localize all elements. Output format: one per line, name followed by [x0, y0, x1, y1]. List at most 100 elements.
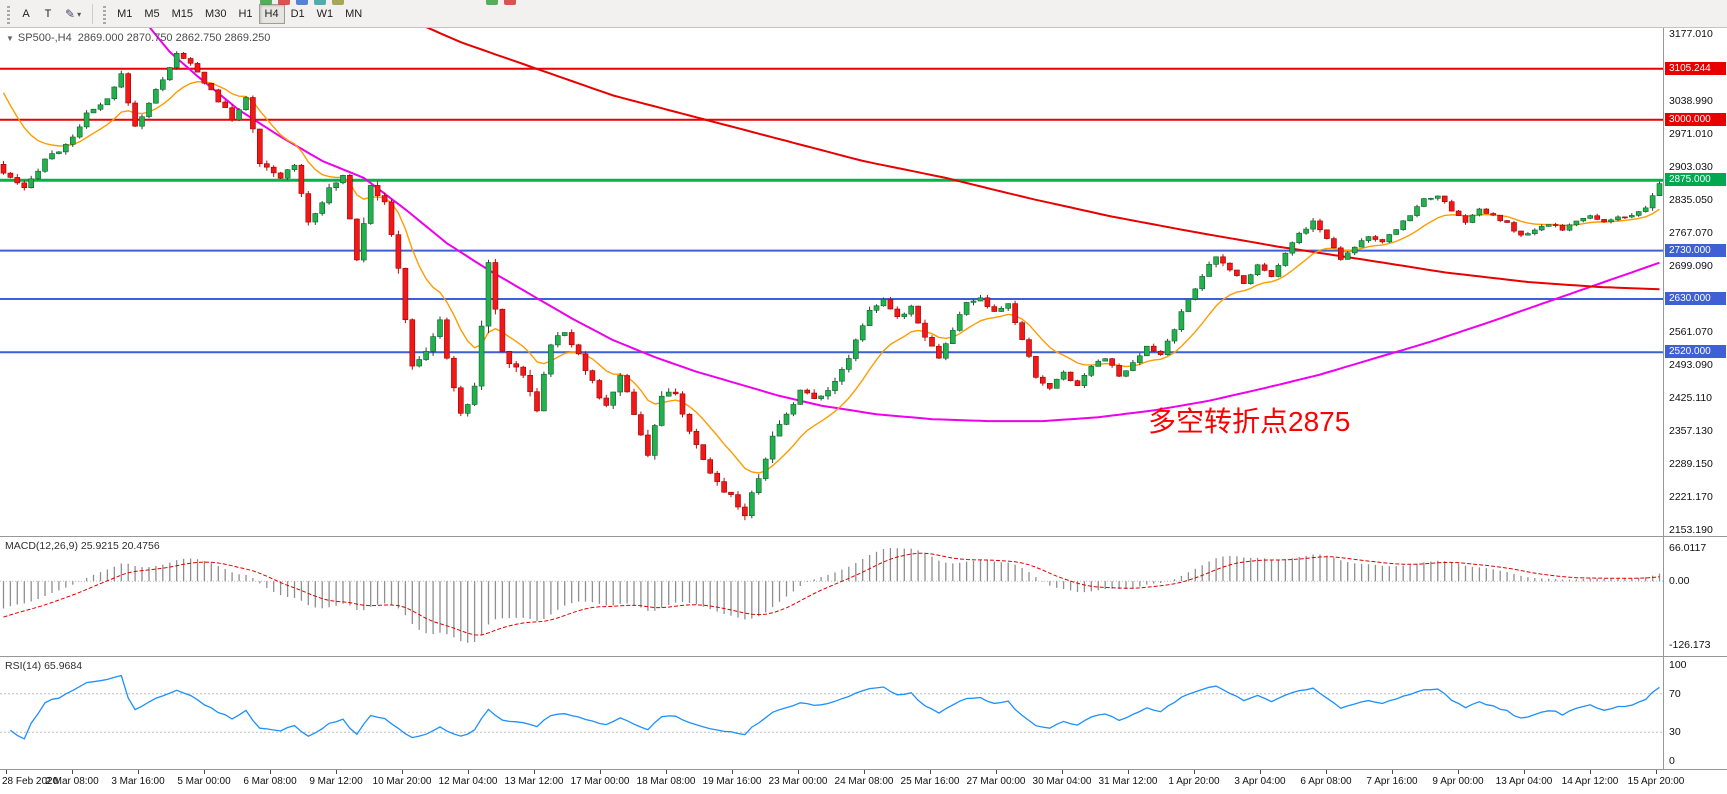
time-axis-label: 14 Apr 12:00 [1561, 776, 1619, 787]
price-level-badge: 2730.000 [1665, 244, 1726, 257]
time-axis-label: 1 Apr 20:00 [1168, 776, 1220, 787]
price-level-badge: 3105.244 [1665, 62, 1726, 75]
timeframe-button-m15[interactable]: M15 [166, 4, 199, 24]
price-chart-panel[interactable]: ▼ SP500-,H4 2869.000 2870.750 2862.750 286… [0, 28, 1727, 537]
price-axis-label: 2357.130 [1669, 425, 1713, 437]
timeframe-button-m1[interactable]: M1 [111, 4, 138, 24]
timeframe-button-m5[interactable]: M5 [138, 4, 165, 24]
time-axis-label: 6 Apr 08:00 [1300, 776, 1352, 787]
time-tick [666, 770, 667, 774]
clipped-icon [314, 0, 326, 5]
text-tool-button[interactable]: T [37, 4, 59, 24]
time-tick [996, 770, 997, 774]
time-tick [534, 770, 535, 774]
chart-annotation-text: 多空转折点2875 [1148, 406, 1351, 437]
time-tick [1392, 770, 1393, 774]
rsi-panel[interactable]: RSI(14) 65.9684 100 70 30 0 [0, 657, 1727, 770]
time-tick [1260, 770, 1261, 774]
time-tick [864, 770, 865, 774]
timeframe-button-h4[interactable]: H4 [258, 4, 285, 24]
timeframe-toolbar: M1 M5 M15 M30 H1 H4 D1 W1 MN [111, 4, 368, 24]
price-axis-label: 2425.110 [1669, 392, 1713, 404]
macd-value-axis[interactable]: 66.0117 0.00 -126.173 [1663, 537, 1727, 656]
clipped-toolbar-icons [0, 0, 1727, 5]
time-tick [798, 770, 799, 774]
time-axis-label: 18 Mar 08:00 [636, 776, 696, 787]
macd-indicator-label: MACD(12,26,9) 25.9215 20.4756 [5, 540, 160, 552]
chart-header: ▼ SP500-,H4 2869.000 2870.750 2862.750 286… [6, 32, 270, 44]
timeframe-button-w1[interactable]: W1 [311, 4, 340, 24]
top-toolbar: A T ✎ ▾ M1 M5 M15 M30 H1 H4 D1 W1 MN [0, 0, 1727, 28]
chart-ohlc-values: 2869.000 2870.750 2862.750 2869.250 [77, 32, 271, 44]
macd-panel[interactable]: MACD(12,26,9) 25.9215 20.4756 66.0117 0.0… [0, 537, 1727, 657]
time-axis-label: 9 Apr 00:00 [1432, 776, 1484, 787]
price-level-badge: 3000.000 [1665, 113, 1726, 126]
price-axis-label: 2561.070 [1669, 326, 1713, 338]
time-tick [1458, 770, 1459, 774]
time-tick [1194, 770, 1195, 774]
time-axis-label: 25 Mar 16:00 [900, 776, 960, 787]
price-axis-label: 2971.010 [1669, 128, 1713, 140]
clipped-icon [332, 0, 344, 5]
time-tick [336, 770, 337, 774]
macd-histogram-chart[interactable] [0, 537, 1663, 656]
price-axis-label: 2493.090 [1669, 359, 1713, 371]
time-tick [1128, 770, 1129, 774]
time-axis-label: 6 Mar 08:00 [243, 776, 297, 787]
rsi-value-axis[interactable]: 100 70 30 0 [1663, 657, 1727, 769]
time-tick [1590, 770, 1591, 774]
time-tick [1524, 770, 1525, 774]
macd-axis-label: 0.00 [1669, 575, 1690, 587]
time-tick [204, 770, 205, 774]
time-axis[interactable]: 28 Feb 2020 2 Mar 08:00 3 Mar 16:00 5 Mar 0… [0, 770, 1727, 794]
time-axis-label: 27 Mar 00:00 [966, 776, 1026, 787]
time-axis-label: 19 Mar 16:00 [702, 776, 762, 787]
time-axis-label: 28 Feb 2020 [2, 776, 59, 787]
timeframe-button-mn[interactable]: MN [339, 4, 368, 24]
collapse-arrow-icon[interactable]: ▼ [6, 34, 14, 43]
price-axis-label: 2903.030 [1669, 161, 1713, 173]
timeframe-button-d1[interactable]: D1 [285, 4, 311, 24]
pencil-icon: ✎ [65, 7, 76, 21]
rsi-axis-label: 30 [1669, 726, 1681, 738]
price-axis-label: 3177.010 [1669, 28, 1713, 40]
time-axis-label: 17 Mar 00:00 [570, 776, 630, 787]
time-tick [270, 770, 271, 774]
time-tick [732, 770, 733, 774]
macd-axis-label: 66.0117 [1669, 542, 1707, 554]
time-axis-label: 30 Mar 04:00 [1032, 776, 1092, 787]
macd-axis-label: -126.173 [1669, 639, 1711, 651]
price-axis-label: 2153.190 [1669, 524, 1713, 536]
toolbar-drag-handle[interactable] [7, 6, 10, 24]
price-axis-label: 2699.090 [1669, 260, 1713, 272]
drawing-tools-dropdown[interactable]: ✎ ▾ [59, 4, 87, 24]
rsi-line-chart[interactable] [0, 657, 1663, 769]
time-axis-label: 13 Apr 04:00 [1495, 776, 1553, 787]
time-axis-label: 10 Mar 20:00 [372, 776, 432, 787]
time-axis-label: 7 Apr 16:00 [1366, 776, 1418, 787]
price-axis-label: 2289.150 [1669, 458, 1713, 470]
time-tick [468, 770, 469, 774]
timeframe-button-h1[interactable]: H1 [232, 4, 258, 24]
time-axis-label: 31 Mar 12:00 [1098, 776, 1158, 787]
price-axis-label: 2835.050 [1669, 194, 1713, 206]
time-tick [72, 770, 73, 774]
price-level-badge: 2520.000 [1665, 345, 1726, 358]
time-axis-label: 9 Mar 12:00 [309, 776, 363, 787]
price-axis-label: 3038.990 [1669, 95, 1713, 107]
time-axis-label: 23 Mar 00:00 [768, 776, 828, 787]
price-axis[interactable]: 3177.010 3038.990 2971.010 2903.030 2835.050… [1663, 28, 1727, 536]
arrow-tool-button[interactable]: A [15, 4, 37, 24]
time-axis-label: 3 Apr 04:00 [1234, 776, 1286, 787]
candlestick-chart[interactable] [0, 28, 1663, 536]
toolbar-drag-handle-2[interactable] [103, 6, 107, 24]
time-tick [930, 770, 931, 774]
clipped-icon [486, 0, 498, 5]
chevron-down-icon: ▾ [77, 9, 82, 19]
time-tick [600, 770, 601, 774]
timeframe-button-m30[interactable]: M30 [199, 4, 232, 24]
time-axis-label: 2 Mar 08:00 [45, 776, 99, 787]
price-axis-label: 2221.170 [1669, 491, 1713, 503]
time-tick [1062, 770, 1063, 774]
